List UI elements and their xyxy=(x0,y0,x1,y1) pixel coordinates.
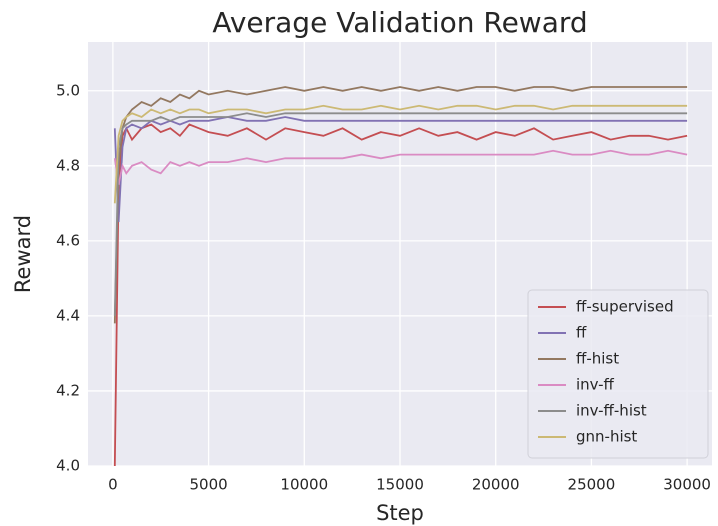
y-tick-label: 4.2 xyxy=(56,381,80,399)
x-tick-label: 20000 xyxy=(472,476,520,494)
x-axis-label: Step xyxy=(376,501,424,525)
x-tick-label: 25000 xyxy=(568,476,616,494)
y-tick-label: 4.8 xyxy=(56,156,80,174)
series-line xyxy=(113,123,688,467)
legend-label: ff-hist xyxy=(576,350,619,368)
legend-label: ff xyxy=(576,324,587,342)
y-tick-label: 4.4 xyxy=(56,306,80,324)
y-tick-label: 4.0 xyxy=(56,457,80,475)
legend-label: inv-ff xyxy=(576,376,615,394)
legend-box xyxy=(527,289,709,459)
legend-label: ff-supervised xyxy=(576,298,674,316)
x-tick-label: 5000 xyxy=(189,476,227,494)
y-axis-label: Reward xyxy=(11,215,35,293)
x-tick-label: 0 xyxy=(108,476,118,494)
x-tick-label: 15000 xyxy=(376,476,424,494)
series-line xyxy=(113,86,688,324)
series-line xyxy=(113,116,688,223)
legend-label: inv-ff-hist xyxy=(576,402,647,420)
y-tick-label: 4.6 xyxy=(56,231,80,249)
series-line xyxy=(113,104,688,204)
legend-label: gnn-hist xyxy=(576,428,637,446)
chart-title: Average Validation Reward xyxy=(212,6,587,39)
x-tick-label: 10000 xyxy=(280,476,328,494)
series-line xyxy=(113,149,688,185)
series-line xyxy=(113,112,688,316)
y-tick-label: 5.0 xyxy=(56,81,80,99)
x-tick-label: 30000 xyxy=(663,476,711,494)
